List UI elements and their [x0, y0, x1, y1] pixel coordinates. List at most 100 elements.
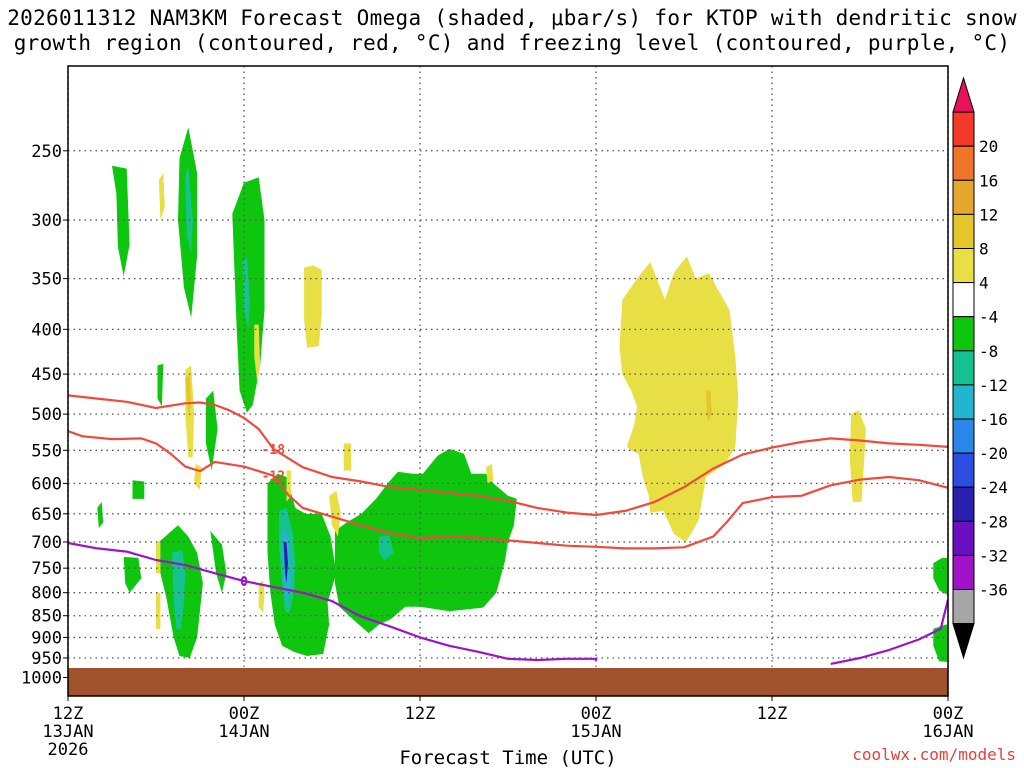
omega-region: [157, 363, 164, 407]
omega-region: [933, 624, 948, 662]
x-tick-label: 2026: [48, 740, 89, 760]
colorbar-label: -4: [979, 308, 998, 327]
colorbar-label: 20: [979, 137, 998, 156]
omega-region: [933, 557, 948, 596]
colorbar-label: -12: [979, 376, 1008, 395]
y-tick-label: 250: [31, 142, 62, 162]
dendritic-isotherm-contour: [68, 394, 948, 517]
y-tick-label: 850: [31, 607, 62, 627]
omega-region: [254, 324, 261, 383]
omega-region: [258, 580, 265, 614]
x-axis-label: Forecast Time (UTC): [399, 747, 616, 768]
colorbar-label: -24: [979, 478, 1008, 497]
temperature-contours: -18 -12 0: [68, 394, 948, 665]
omega-region: [329, 490, 341, 537]
y-tick-label: 450: [31, 365, 62, 385]
colorbar-band: [952, 213, 975, 249]
omega-region: [343, 443, 352, 471]
colorbar-band: [952, 248, 975, 284]
colorbar-label: -8: [979, 342, 998, 361]
omega-region: [283, 542, 288, 584]
x-tick-label: 00Z: [581, 704, 612, 724]
x-tick-label: 14JAN: [218, 722, 269, 742]
y-tick-label: 700: [31, 533, 62, 553]
x-tick-label: 00Z: [229, 704, 260, 724]
colorbar-label: -32: [979, 546, 1008, 565]
y-tick-label: 550: [31, 441, 62, 461]
credit-link[interactable]: coolwx.com/models: [852, 745, 1016, 764]
colorbar-label: -16: [979, 410, 1008, 429]
contour-label: 0: [240, 575, 248, 590]
colorbar-bottom-arrow: [952, 623, 975, 660]
omega-region: [97, 501, 104, 529]
colorbar-band: [952, 554, 975, 591]
omega-region: [156, 542, 161, 574]
omega-region: [619, 256, 739, 542]
colorbar-band: [952, 452, 975, 488]
chart-title-line-2: growth region (contoured, red, °C) and f…: [13, 31, 1011, 55]
y-tick-label: 600: [31, 474, 62, 494]
omega-region: [112, 165, 130, 277]
omega-region: [194, 463, 202, 490]
omega-region: [304, 265, 322, 348]
colorbar-label: -36: [979, 581, 1008, 600]
omega-region: [123, 556, 142, 593]
x-tick-label: 12Z: [53, 704, 84, 724]
y-tick-label: 500: [31, 405, 62, 425]
colorbar-label: -28: [979, 512, 1008, 531]
omega-region: [210, 530, 227, 593]
colorbar-label: -20: [979, 444, 1008, 463]
x-tick-label: 16JAN: [922, 722, 973, 742]
colorbar-label: 4: [979, 274, 989, 293]
freezing-level-contour: [830, 599, 948, 665]
y-tick-label: 750: [31, 559, 62, 579]
colorbar-band: [952, 520, 975, 556]
colorbar-label: 8: [979, 240, 989, 259]
y-axis: 2503003504004505005506006507007508008509…: [21, 142, 68, 688]
y-tick-label: 800: [31, 584, 62, 604]
colorbar-band: [952, 350, 975, 386]
x-tick-label: 13JAN: [42, 722, 93, 742]
colorbar-band: [952, 589, 975, 625]
omega-region: [486, 463, 494, 484]
y-tick-label: 1000: [21, 668, 62, 688]
dendritic-isotherm-contour: [68, 430, 948, 550]
omega-region: [267, 473, 337, 656]
ground-surface: [68, 668, 948, 696]
y-tick-label: 350: [31, 270, 62, 290]
y-tick-label: 900: [31, 628, 62, 648]
omega-region: [242, 256, 250, 330]
colorbar-band: [952, 179, 975, 215]
colorbar-band: [952, 384, 975, 420]
colorbar: 20 16 12 8 4 -4 -8 -12 -16 -20 -24 -28 -32 -36: [952, 76, 1008, 660]
colorbar-band: [952, 145, 975, 181]
freezing-level-contour: [68, 541, 598, 662]
omega-region: [158, 172, 165, 220]
omega-shading-layer: [97, 127, 948, 662]
plot-frame: [67, 65, 949, 697]
omega-region: [185, 165, 193, 254]
x-tick-label: 15JAN: [570, 722, 621, 742]
colorbar-band: [952, 418, 975, 454]
y-tick-label: 650: [31, 505, 62, 525]
y-tick-label: 400: [31, 320, 62, 340]
omega-region: [132, 480, 145, 499]
x-tick-label: 00Z: [933, 704, 964, 724]
omega-region: [205, 390, 218, 471]
omega-region: [156, 592, 161, 629]
colorbar-band: [952, 316, 975, 352]
colorbar-band: [952, 282, 975, 318]
colorbar-label: 12: [979, 205, 998, 224]
colorbar-top-arrow: [952, 76, 975, 113]
omega-region: [172, 550, 186, 629]
contour-label: -18: [262, 443, 286, 458]
x-tick-label: 12Z: [757, 704, 788, 724]
colorbar-label: 16: [979, 171, 998, 190]
chart-title-line-1: 2026011312 NAM3KM Forecast Omega (shaded…: [7, 6, 1017, 30]
y-tick-label: 950: [31, 649, 62, 669]
y-tick-label: 300: [31, 211, 62, 231]
x-tick-label: 12Z: [405, 704, 436, 724]
omega-region: [849, 410, 866, 502]
